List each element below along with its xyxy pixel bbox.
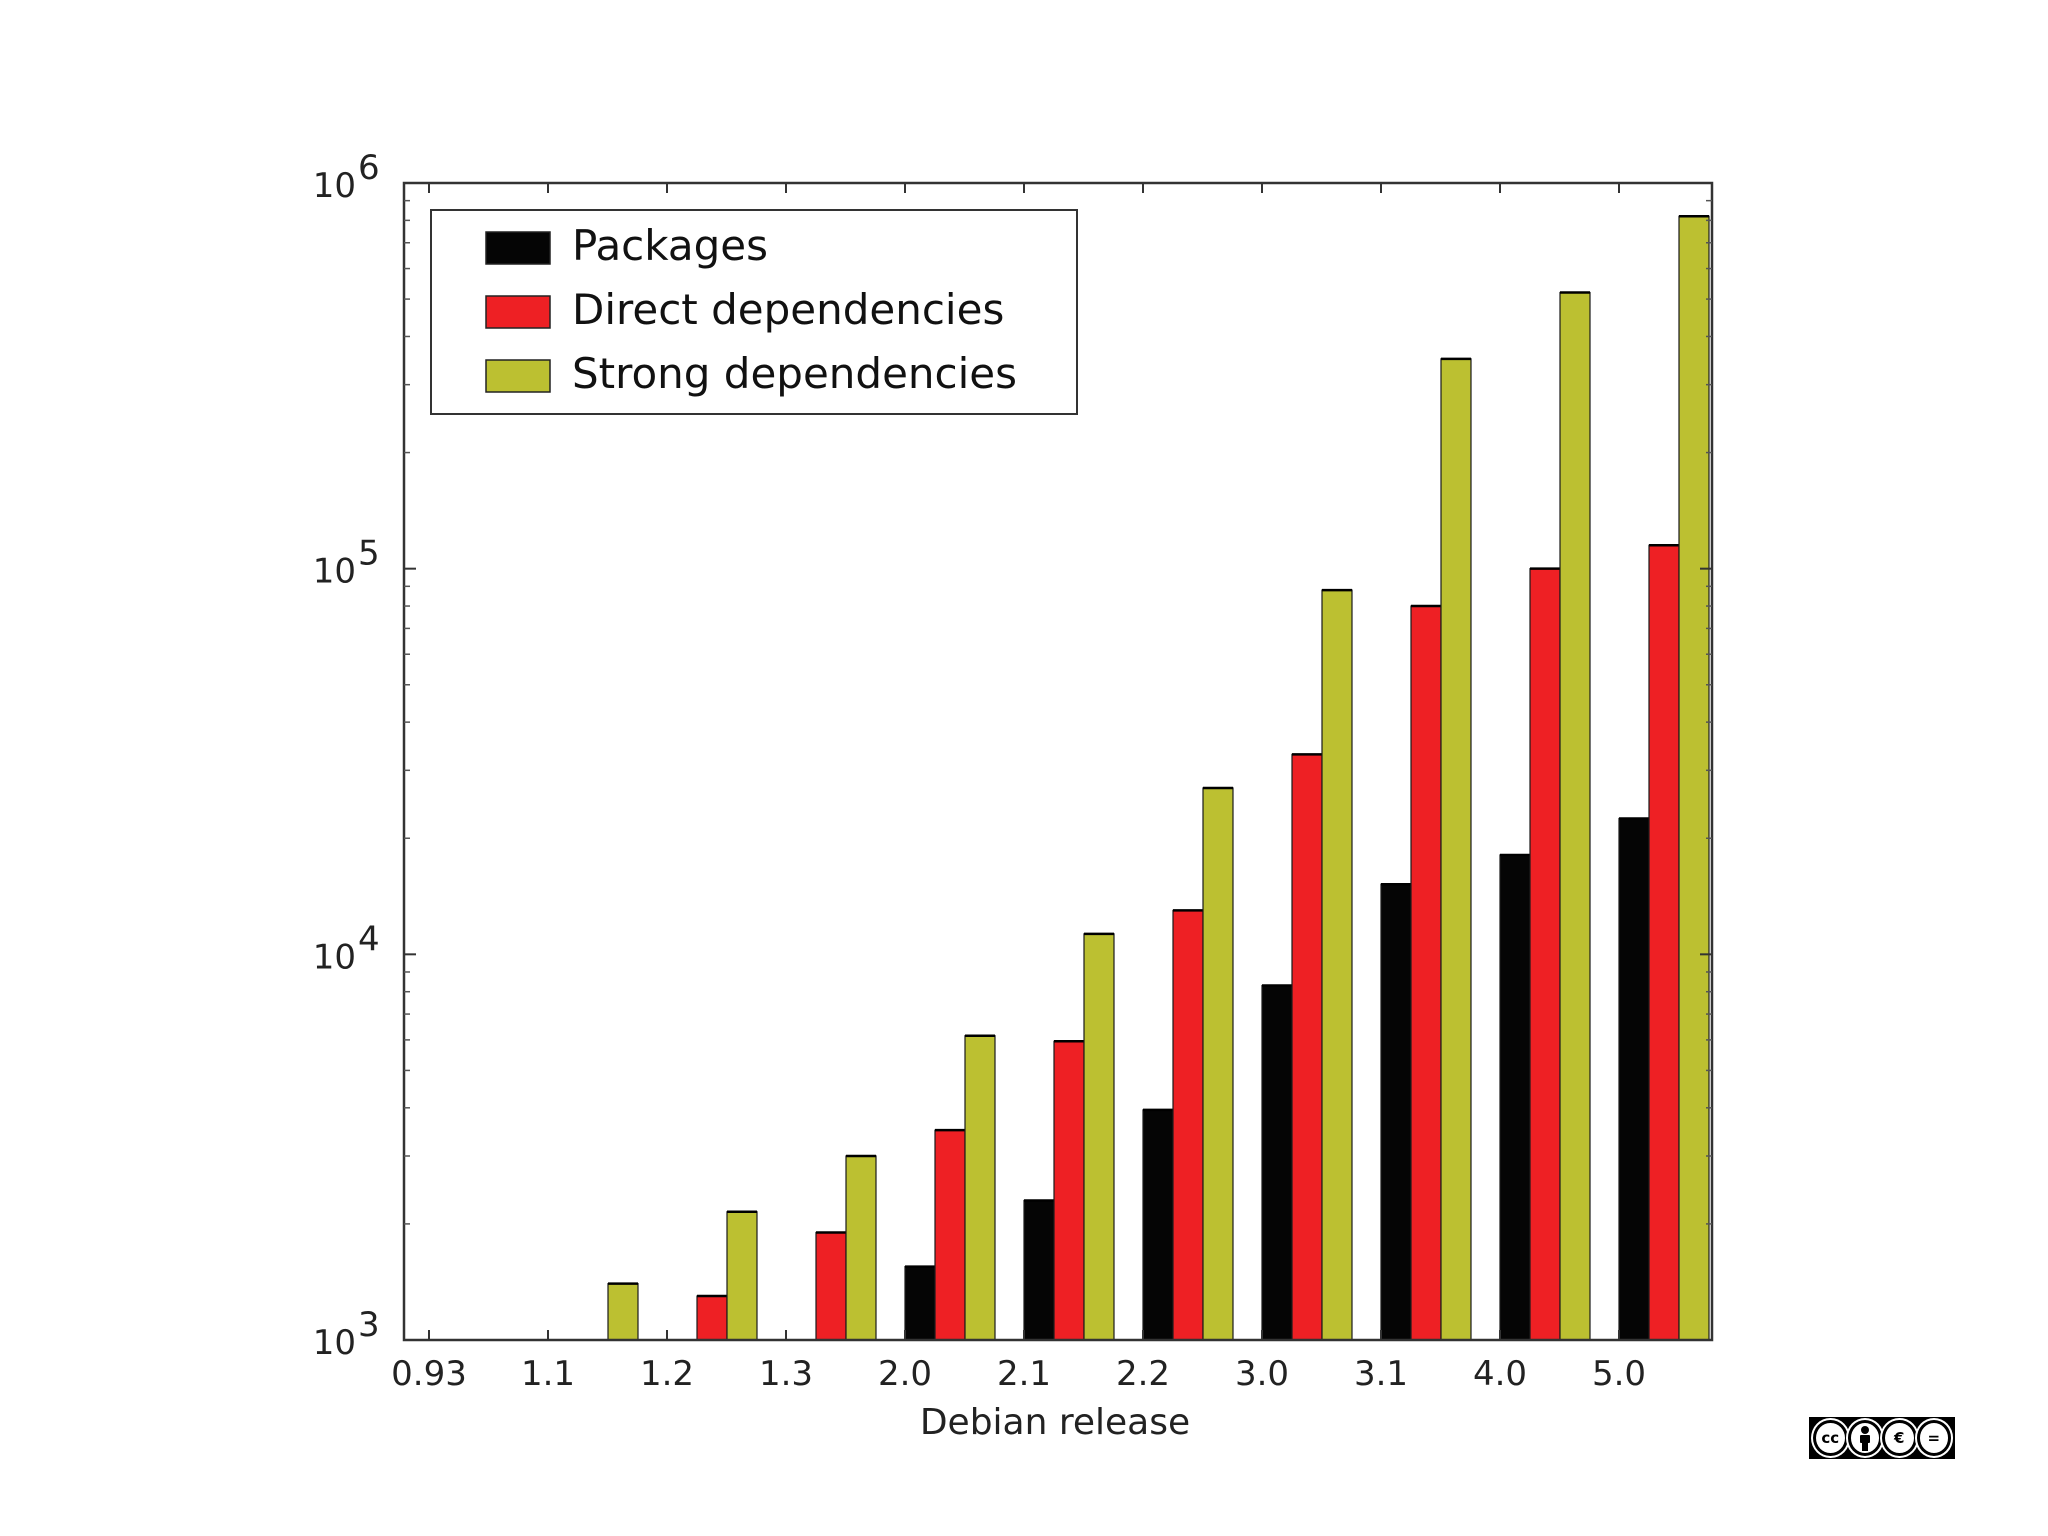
legend: Packages Direct dependencies Strong depend… [430,209,1078,415]
bar-packages-2.0 [904,1265,936,1341]
bar-strong-dependencies-2.1 [1083,933,1115,1341]
x-tick-label: 3.0 [1235,1354,1289,1394]
bar-direct-dependencies-3.0 [1291,753,1323,1341]
bar-packages-3.0 [1261,984,1293,1341]
x-tick-labels: 0.93 1.1 1.2 1.3 2.0 2.1 2.2 3.0 3.1 4.0 5.0 [391,1354,1646,1394]
bar-packages-2.2 [1142,1109,1174,1341]
legend-swatch [485,231,551,265]
bar-strong-dependencies-1.2 [726,1211,758,1341]
bar-strong-dependencies-3.1 [1440,358,1472,1341]
x-axis-title: Debian release [920,1402,1190,1443]
x-tick-label: 4.0 [1473,1354,1527,1394]
x-tick-label: 1.3 [759,1354,813,1394]
bar-direct-dependencies-1.2 [696,1295,728,1341]
bar-strong-dependencies-1.3 [845,1155,877,1341]
bar-direct-dependencies-3.1 [1410,605,1442,1341]
bar-direct-dependencies-2.1 [1053,1040,1085,1341]
x-tick-label: 5.0 [1592,1354,1646,1394]
bar-strong-dependencies-2.2 [1202,787,1234,1341]
y-tick-label: 10 [313,552,356,592]
cc-icon: cc [1813,1420,1848,1456]
y-tick-label: 10 [313,1323,356,1363]
bar-direct-dependencies-2.0 [934,1129,966,1341]
bar-strong-dependencies-3.0 [1321,589,1353,1341]
nc-icon: € [1882,1420,1917,1456]
y-tick-label: 10 [313,937,356,977]
bar-direct-dependencies-4.0 [1529,568,1561,1341]
license-badge: cc € = [1806,1414,1958,1462]
legend-label: Packages [572,221,768,270]
legend-swatch [485,359,551,393]
x-tick-label: 2.2 [1116,1354,1170,1394]
x-tick-label: 3.1 [1354,1354,1408,1394]
nd-icon: = [1916,1420,1951,1456]
bar-packages-3.1 [1380,883,1412,1341]
bars [607,214,1710,1341]
x-tick-label: 1.2 [640,1354,694,1394]
legend-swatch [485,295,551,329]
bar-strong-dependencies-1.1 [607,1283,639,1341]
y-tick-label-exponent: 6 [358,148,380,188]
tick-marks [404,182,1712,1341]
bar-direct-dependencies-5.0 [1648,544,1680,1341]
x-tick-label: 0.93 [391,1354,467,1394]
by-icon [1847,1420,1882,1456]
x-tick-label: 2.1 [997,1354,1051,1394]
bar-direct-dependencies-2.2 [1172,909,1204,1341]
x-tick-label: 2.0 [878,1354,932,1394]
bar-strong-dependencies-5.0 [1678,215,1710,1341]
plot-frame [402,181,1714,1342]
bar-packages-5.0 [1618,817,1650,1341]
y-tick-label-exponent: 4 [358,919,380,959]
bar-strong-dependencies-2.0 [964,1035,996,1341]
legend-label: Direct dependencies [572,285,1004,334]
y-tick-label-exponent: 3 [358,1305,380,1345]
x-tick-label: 1.1 [521,1354,575,1394]
legend-label: Strong dependencies [572,349,1017,398]
bar-packages-2.1 [1023,1199,1055,1341]
y-tick-label-exponent: 5 [358,534,380,574]
bar-packages-4.0 [1499,854,1531,1341]
bar-strong-dependencies-4.0 [1559,291,1591,1341]
y-tick-label: 10 [313,166,356,206]
bar-direct-dependencies-1.3 [815,1231,847,1341]
